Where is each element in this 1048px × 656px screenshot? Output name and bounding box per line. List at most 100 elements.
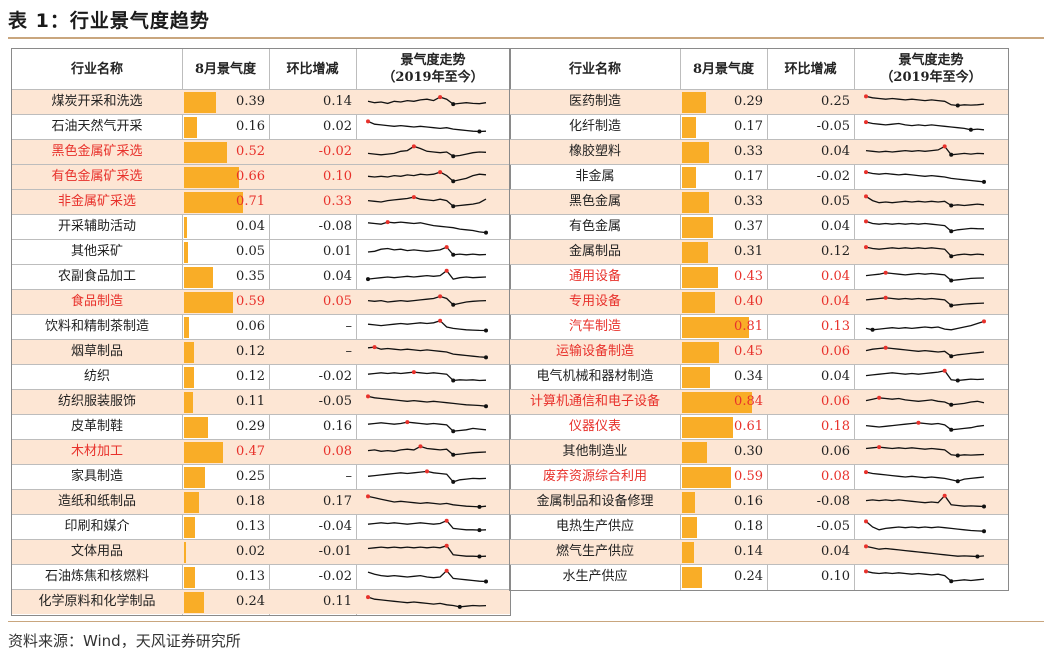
sparkline-path	[865, 95, 985, 107]
sparkline-max-point	[916, 420, 921, 425]
sparkline-path	[865, 195, 985, 207]
industry-name: 饮料和精制茶制造	[44, 319, 149, 334]
sparkline-min-point	[955, 103, 960, 108]
value-number: 0.37	[734, 219, 763, 234]
table-row: 石油天然气开采 0.16 0.02	[12, 114, 510, 139]
change-value: -0.02	[318, 569, 352, 584]
value-cell: 0.02	[182, 540, 269, 564]
sparkline-min-point	[949, 278, 954, 283]
trend-cell	[854, 365, 1008, 389]
value-cell: 0.40	[680, 290, 767, 314]
value-number: 0.16	[734, 494, 763, 509]
value-number: 0.17	[734, 119, 763, 134]
sparkline-path	[367, 544, 487, 558]
value-number: 0.43	[734, 269, 763, 284]
value-number: 0.12	[236, 344, 265, 359]
value-number: 0.13	[236, 519, 265, 534]
industry-name: 医药制造	[568, 94, 621, 109]
value-bar	[682, 317, 750, 338]
trend-cell	[356, 490, 510, 514]
change-value: 0.13	[821, 319, 850, 334]
sparkline-max-point	[444, 568, 449, 573]
sparkline-min-point	[484, 230, 488, 235]
sparkline-max-point	[864, 470, 868, 475]
sparkline-path	[367, 569, 487, 583]
sparkline-min-point	[870, 327, 875, 332]
trend-cell	[356, 265, 510, 289]
sparkline-max-point	[366, 494, 370, 499]
industry-name: 其他制造业	[562, 444, 628, 459]
trend-cell	[854, 240, 1008, 264]
sparkline	[864, 170, 986, 184]
table-row: 家具制造 0.25 –	[12, 464, 510, 489]
sparkline-path	[367, 246, 487, 256]
sparkline	[864, 94, 985, 108]
table-row: 其他采矿 0.05 0.01	[12, 239, 510, 264]
table-row: 造纸和纸制品 0.18 0.17	[12, 489, 510, 514]
sparkline-max-point	[877, 445, 882, 450]
value-bar	[184, 592, 204, 613]
table-row: 黑色金属矿采选 0.52 -0.02	[12, 139, 510, 164]
value-bar	[682, 267, 718, 288]
sparkline-path	[865, 121, 985, 131]
sparkline-min-point	[949, 427, 954, 432]
change-value: 0.10	[821, 569, 850, 584]
trend-cell	[356, 340, 510, 364]
value-cell: 0.61	[680, 415, 767, 439]
header-trend-line1: 景气度走势	[898, 53, 964, 68]
sparkline-path	[367, 120, 487, 133]
table-row: 有色金属矿采选 0.66 0.10	[12, 164, 510, 189]
sparkline-path	[367, 346, 487, 358]
industry-name: 计算机通信和电子设备	[529, 394, 660, 409]
sparkline-path	[367, 371, 487, 382]
industry-name: 仪器仪表	[568, 419, 621, 434]
value-bar	[184, 317, 189, 338]
sparkline-max-point	[385, 220, 390, 225]
sparkline-path	[367, 269, 487, 280]
table-row: 医药制造 0.29 0.25	[510, 89, 1008, 114]
sparkline-path	[367, 171, 487, 182]
value-number: 0.25	[236, 469, 265, 484]
column-divider	[182, 49, 183, 615]
sparkline	[865, 493, 986, 509]
sparkline-max-point	[864, 519, 868, 524]
sparkline	[865, 270, 985, 283]
sparkline-max-point	[942, 493, 947, 498]
change-value: 0.11	[323, 594, 352, 609]
value-bar	[184, 217, 188, 238]
industry-name: 开采辅助活动	[57, 219, 136, 234]
table-header: 行业名称 8月景气度 环比增减 景气度走势 （2019年至今）	[12, 49, 510, 89]
table-row: 金属制品 0.31 0.12	[510, 239, 1008, 264]
value-bar	[682, 542, 694, 563]
sparkline	[367, 370, 487, 383]
trend-cell	[356, 315, 510, 339]
sparkline	[366, 595, 487, 609]
change-value: -0.05	[816, 519, 850, 534]
sparkline-max-point	[864, 194, 868, 199]
industry-name: 非金属矿采选	[57, 194, 136, 209]
sparkline-min-point	[477, 528, 482, 533]
value-number: 0.14	[734, 544, 763, 559]
change-value: 0.04	[821, 269, 850, 284]
sparkline	[366, 394, 488, 409]
industry-name: 煤炭开采和洗选	[51, 94, 143, 109]
sparkline-max-point	[405, 420, 410, 425]
column-divider	[680, 49, 681, 590]
value-cell: 0.81	[680, 315, 767, 339]
table-row: 通用设备 0.43 0.04	[510, 264, 1008, 289]
sparkline	[367, 345, 488, 360]
change-value: 0.33	[323, 194, 352, 209]
change-value: -0.02	[816, 169, 850, 184]
change-value: 0.01	[323, 244, 352, 259]
sparkline-min-point	[982, 504, 986, 509]
value-number: 0.18	[734, 519, 763, 534]
change-value: 0.04	[821, 294, 850, 309]
change-value: 0.25	[821, 94, 850, 109]
trend-cell	[854, 515, 1008, 539]
sparkline-path	[865, 272, 985, 282]
value-number: 0.45	[734, 344, 763, 359]
value-bar	[184, 342, 194, 363]
table-row: 非金属矿采选 0.71 0.33	[12, 189, 510, 214]
industry-name: 黑色金属矿采选	[51, 144, 143, 159]
trend-cell	[854, 290, 1008, 314]
